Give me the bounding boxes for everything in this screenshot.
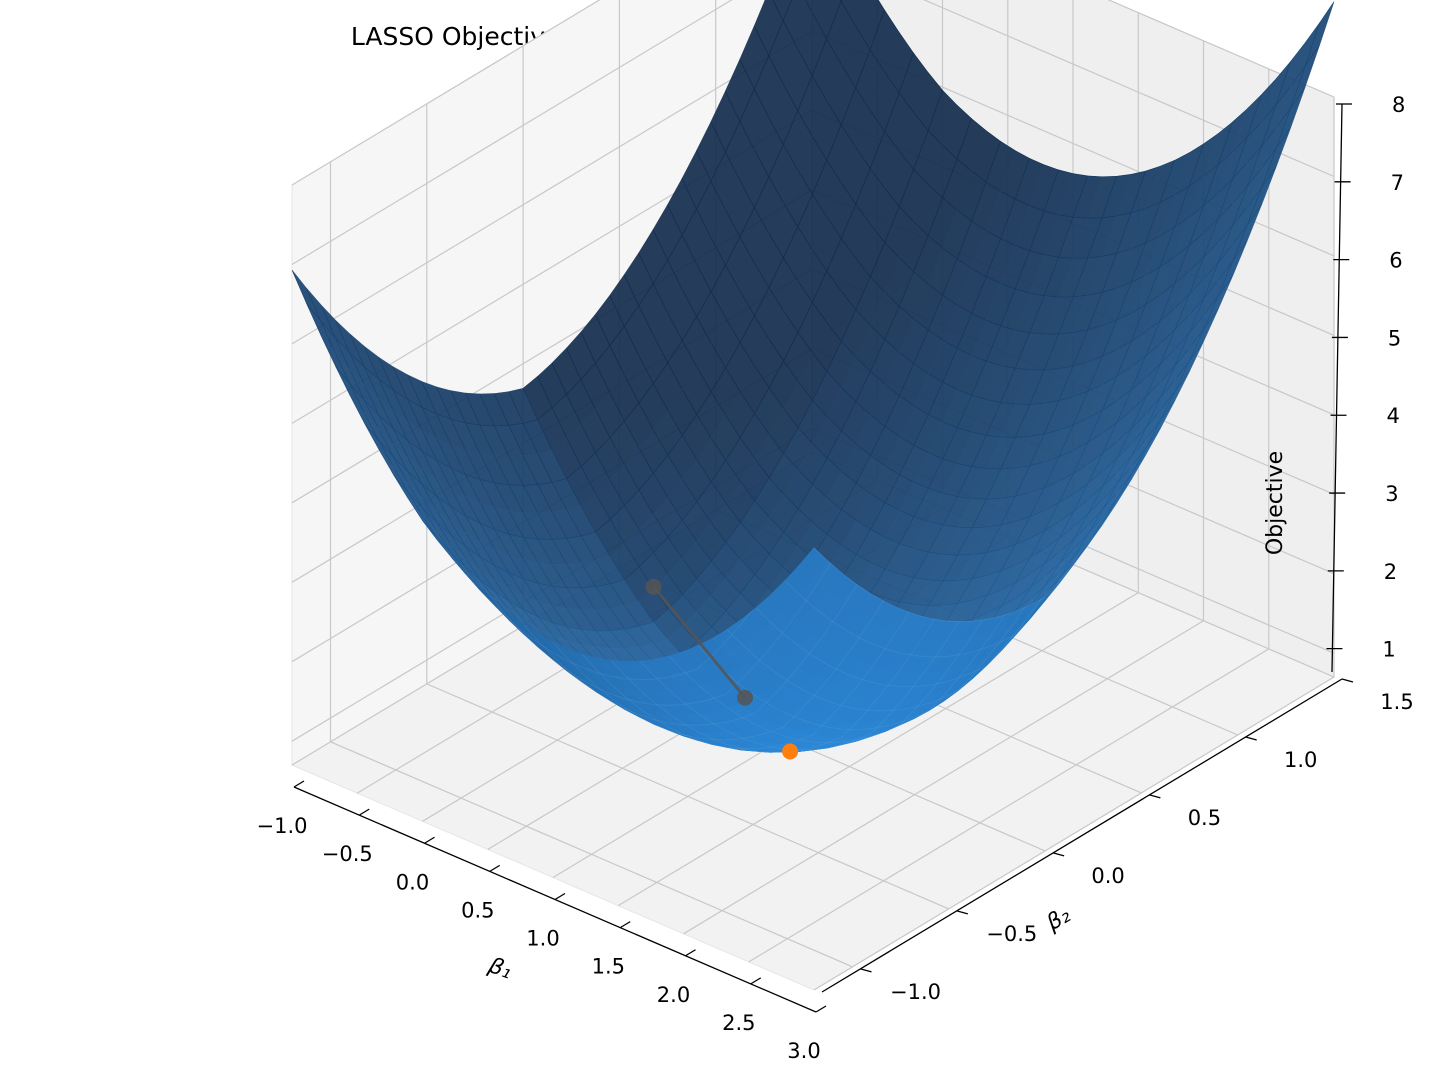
x-tick-label: 2.0 <box>657 983 690 1007</box>
y-axis-tick <box>956 910 968 915</box>
x-axis-tick <box>358 808 370 816</box>
objective-surface <box>291 0 1335 753</box>
z-tick-label: 7 <box>1391 171 1404 195</box>
surface-mesh-line <box>610 174 1132 753</box>
y-tick-label: 0.5 <box>1188 806 1221 830</box>
y-tick-label: 0.0 <box>1091 864 1124 888</box>
x-tick-label: 0.0 <box>396 870 429 894</box>
x-axis-tick <box>619 921 631 929</box>
surface-mesh-line <box>291 0 766 395</box>
descent-path-line <box>652 585 747 699</box>
grid-line-z <box>291 0 1335 266</box>
surface-patch <box>1304 1 1335 67</box>
x-axis-label: β₁ <box>484 953 515 985</box>
x-tick-label: 2.5 <box>722 1011 755 1035</box>
y-axis-tick <box>1149 794 1161 799</box>
surface-mesh-line <box>465 130 987 681</box>
x-tick-label: 1.5 <box>592 955 625 979</box>
y-axis-tick <box>1341 678 1354 683</box>
y-tick-label: 1.0 <box>1284 748 1317 772</box>
z-axis-label: Objective <box>1263 451 1288 555</box>
surface-mesh-line <box>784 42 1306 658</box>
z-axis-line <box>1331 103 1343 673</box>
descent-path-point <box>645 578 662 595</box>
x-tick-label: −0.5 <box>322 842 373 866</box>
surface-mesh-line <box>726 108 1248 712</box>
surface-mesh-line <box>320 0 818 457</box>
y-axis-line <box>821 678 1343 993</box>
x-axis-tick <box>293 780 305 788</box>
z-tick-label: 3 <box>1385 482 1398 506</box>
x-axis-tick <box>424 836 435 844</box>
x-axis-tick <box>685 949 696 957</box>
z-tick-label: 5 <box>1388 326 1401 350</box>
y-tick-label: 1.5 <box>1380 690 1413 714</box>
x-tick-label: −1.0 <box>257 814 308 838</box>
grid-line-y <box>426 103 950 910</box>
surface-mesh-line <box>668 152 1190 744</box>
final-point-marker <box>782 743 799 760</box>
z-tick-label: 2 <box>1384 560 1397 584</box>
z-tick-label: 6 <box>1389 249 1402 273</box>
y-tick-label: −1.0 <box>890 980 941 1004</box>
x-tick-label: 0.5 <box>461 898 494 922</box>
surface-mesh-line <box>697 133 1219 730</box>
surface-mesh-line <box>436 105 958 649</box>
surface-mesh-line <box>494 150 1016 706</box>
x-axis-tick <box>750 977 762 985</box>
surface-mesh-line <box>523 164 1045 726</box>
grid-line-z <box>291 0 1335 186</box>
surface-patch <box>799 547 829 580</box>
x-axis-tick <box>554 892 566 901</box>
surface-mesh-line <box>407 72 929 611</box>
surface-mesh-line <box>349 0 866 514</box>
surface-mesh-line <box>378 32 900 565</box>
z-tick-label: 4 <box>1387 404 1400 428</box>
x-tick-label: 1.0 <box>526 927 559 951</box>
y-axis-tick <box>1245 736 1257 741</box>
y-axis-tick <box>860 968 872 973</box>
surface-mesh-line <box>755 78 1277 687</box>
surface-mesh-line <box>581 176 1103 750</box>
surface-mesh-line <box>813 1 1335 623</box>
x-axis-tick <box>489 864 501 872</box>
surface-mesh-line <box>639 166 1161 751</box>
y-axis-label: β₂ <box>1042 903 1075 937</box>
y-axis-tick <box>1052 852 1065 857</box>
z-tick-label: 1 <box>1382 638 1395 662</box>
y-tick-label: −0.5 <box>986 922 1037 946</box>
x-tick-label: 3.0 <box>787 1039 820 1063</box>
x-axis-tick <box>815 1005 827 1013</box>
descent-path <box>645 578 799 760</box>
descent-path-point <box>737 689 753 706</box>
z-tick-label: 8 <box>1392 93 1405 117</box>
axis-ticks: −1.0 −0.5 0.0 0.5 1.0 1.5 2.0 2.5 3.0 −1.0 −0.5 0.0… <box>257 93 1414 1063</box>
surface-mesh-line <box>552 173 1074 741</box>
